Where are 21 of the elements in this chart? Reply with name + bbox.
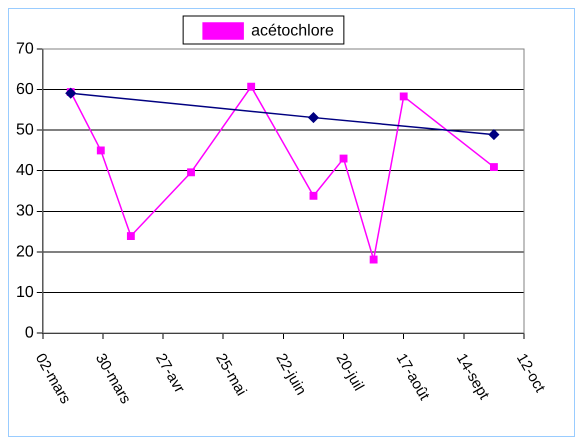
point [400,92,408,100]
y-tick-label: 70 [16,40,34,58]
point [308,112,319,123]
y-tick-label: 0 [24,324,34,342]
legend-label: acétochlore [251,22,334,40]
y-tick-label: 30 [16,202,34,220]
point [340,154,348,162]
point [310,192,318,200]
point [247,82,256,91]
y-tick-label: 10 [16,284,34,301]
y-tick-label: 60 [16,80,34,98]
point [488,129,500,140]
y-tick-label: 50 [16,122,34,139]
point [370,256,378,264]
y-tick-label: 40 [16,162,34,180]
y-tick-label: 20 [16,243,34,260]
point [187,168,195,176]
point [490,163,498,171]
point [65,88,76,98]
point [96,146,105,154]
point [126,232,135,240]
